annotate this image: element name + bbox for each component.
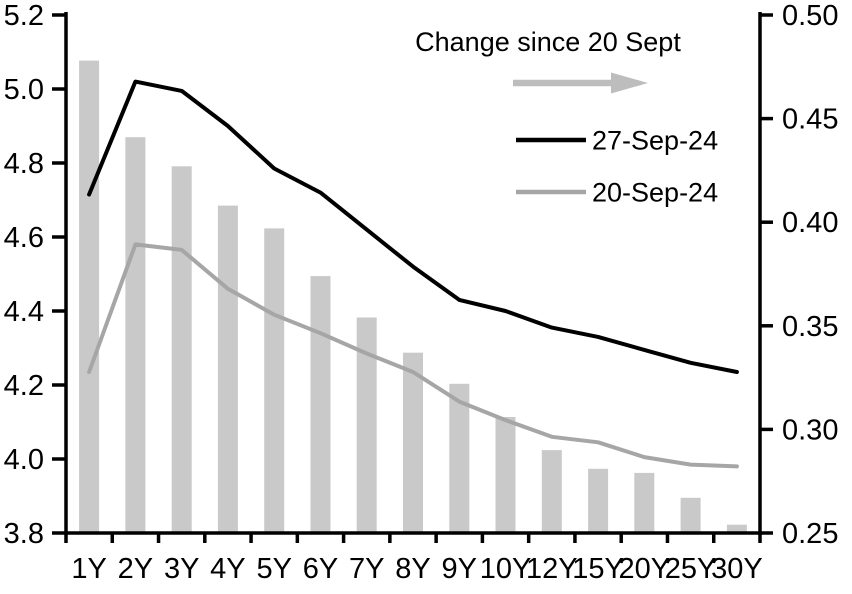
x-axis-label-15Y: 15Y (572, 553, 624, 585)
right-axis-label: 0.25 (782, 518, 838, 550)
x-axis-label-12Y: 12Y (526, 553, 578, 585)
legend: Change since 20 Sept 27-Sep-24 20-Sep-24 (415, 27, 718, 208)
left-axis-label: 4.0 (4, 444, 44, 476)
bar-2Y (125, 137, 146, 533)
x-axis-label-8Y: 8Y (395, 553, 430, 585)
legend-title: Change since 20 Sept (415, 27, 681, 57)
left-axis-label: 4.6 (4, 222, 44, 254)
bar-10Y (495, 417, 516, 533)
left-axis-label: 4.8 (4, 148, 44, 180)
bar-15Y (588, 468, 609, 533)
legend-label-27-Sep-24: 27-Sep-24 (592, 126, 718, 156)
x-axis-label-10Y: 10Y (480, 553, 532, 585)
bars-change-since-20-sept (79, 60, 747, 534)
line-20-Sep-24 (87, 242, 739, 469)
bar-1Y (79, 60, 100, 533)
right-axis-label: 0.50 (782, 0, 838, 32)
x-axis-label-20Y: 20Y (618, 553, 670, 585)
bar-4Y (217, 205, 238, 533)
x-axis-label-6Y: 6Y (303, 553, 338, 585)
legend-label-20-Sep-24: 20-Sep-24 (592, 178, 718, 208)
left-axis-label: 3.8 (4, 518, 44, 550)
x-axis-label-4Y: 4Y (210, 553, 245, 585)
axis-labels: 3.8 4.0 4.2 4.4 4.6 4.8 5.0 5.2 0.25 0.30 0.35 0.40… (4, 0, 839, 585)
bar-12Y (541, 450, 562, 533)
x-axis-label-2Y: 2Y (118, 553, 153, 585)
bar-20Y (634, 472, 655, 533)
x-axis-label-1Y: 1Y (71, 553, 106, 585)
bar-30Y (726, 524, 747, 533)
axes (52, 12, 773, 543)
right-axis-label: 0.30 (782, 414, 838, 446)
left-axis-label: 5.0 (4, 74, 44, 106)
x-axis-label-30Y: 30Y (711, 553, 763, 585)
line-27-Sep-24 (87, 79, 739, 374)
x-axis-label-5Y: 5Y (256, 553, 291, 585)
bar-8Y (403, 352, 423, 533)
right-axis-label: 0.45 (782, 104, 838, 136)
x-axis-label-9Y: 9Y (442, 553, 477, 585)
bar-9Y (449, 383, 470, 533)
bar-5Y (264, 228, 285, 533)
bar-6Y (310, 276, 331, 533)
left-axis-label: 4.4 (4, 296, 44, 328)
bar-25Y (680, 497, 701, 533)
x-axis-label-3Y: 3Y (164, 553, 199, 585)
bar-3Y (171, 166, 192, 534)
right-axis-label: 0.35 (782, 311, 838, 343)
right-arrow-icon (513, 72, 648, 94)
right-axis-label: 0.40 (782, 207, 838, 239)
bar-7Y (356, 317, 377, 533)
left-axis-label: 5.2 (4, 0, 44, 32)
x-axis-label-25Y: 25Y (665, 553, 717, 585)
left-axis-label: 4.2 (4, 370, 44, 402)
x-axis-label-7Y: 7Y (349, 553, 384, 585)
